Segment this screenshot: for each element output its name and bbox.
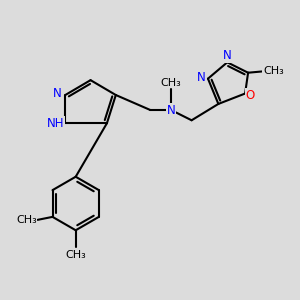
Text: CH₃: CH₃: [160, 77, 181, 88]
Text: N: N: [197, 71, 206, 84]
Text: CH₃: CH₃: [16, 215, 37, 225]
Text: CH₃: CH₃: [263, 66, 284, 76]
Text: CH₃: CH₃: [65, 250, 86, 260]
Text: NH: NH: [47, 117, 64, 130]
Text: N: N: [52, 87, 61, 100]
Text: O: O: [246, 88, 255, 101]
Text: N: N: [167, 104, 175, 117]
Text: N: N: [223, 49, 232, 62]
